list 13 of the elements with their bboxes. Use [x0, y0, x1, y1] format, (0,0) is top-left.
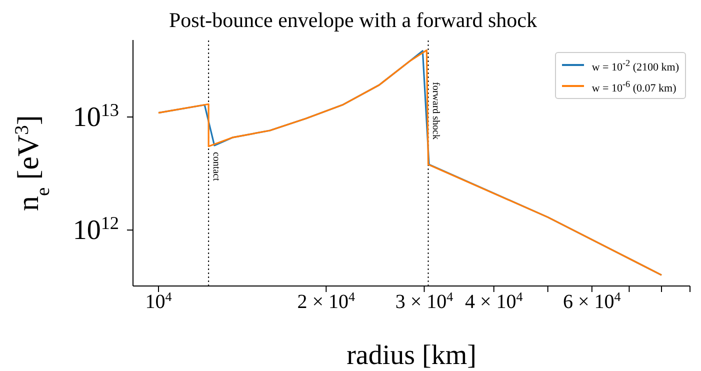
chart-title: Post-bounce envelope with a forward shock [168, 8, 538, 33]
x-tick-label: 2 × 10$^{4}$ [297, 288, 356, 313]
x-axis-title: radius [km] [346, 340, 476, 371]
legend-label: w = 10$^{-6}$ (0.07 km) [592, 78, 676, 96]
x-tick-label: 3 × 10$^{4}$ [395, 288, 454, 313]
ref-line-label: forward shock [430, 82, 442, 140]
y-tick-label: 10$^{12}$ [72, 213, 119, 246]
x-tick-label: 6 × 10$^{4}$ [563, 288, 622, 313]
x-tick-label: 10$^{4}$ [145, 288, 172, 313]
ref-line-label: contact [210, 152, 222, 182]
y-tick-label: 10$^{13}$ [72, 100, 119, 134]
legend-label: w = 10$^{-2}$ (2100 km) [592, 57, 679, 76]
x-tick-label: 4 × 10$^{4}$ [464, 288, 524, 313]
